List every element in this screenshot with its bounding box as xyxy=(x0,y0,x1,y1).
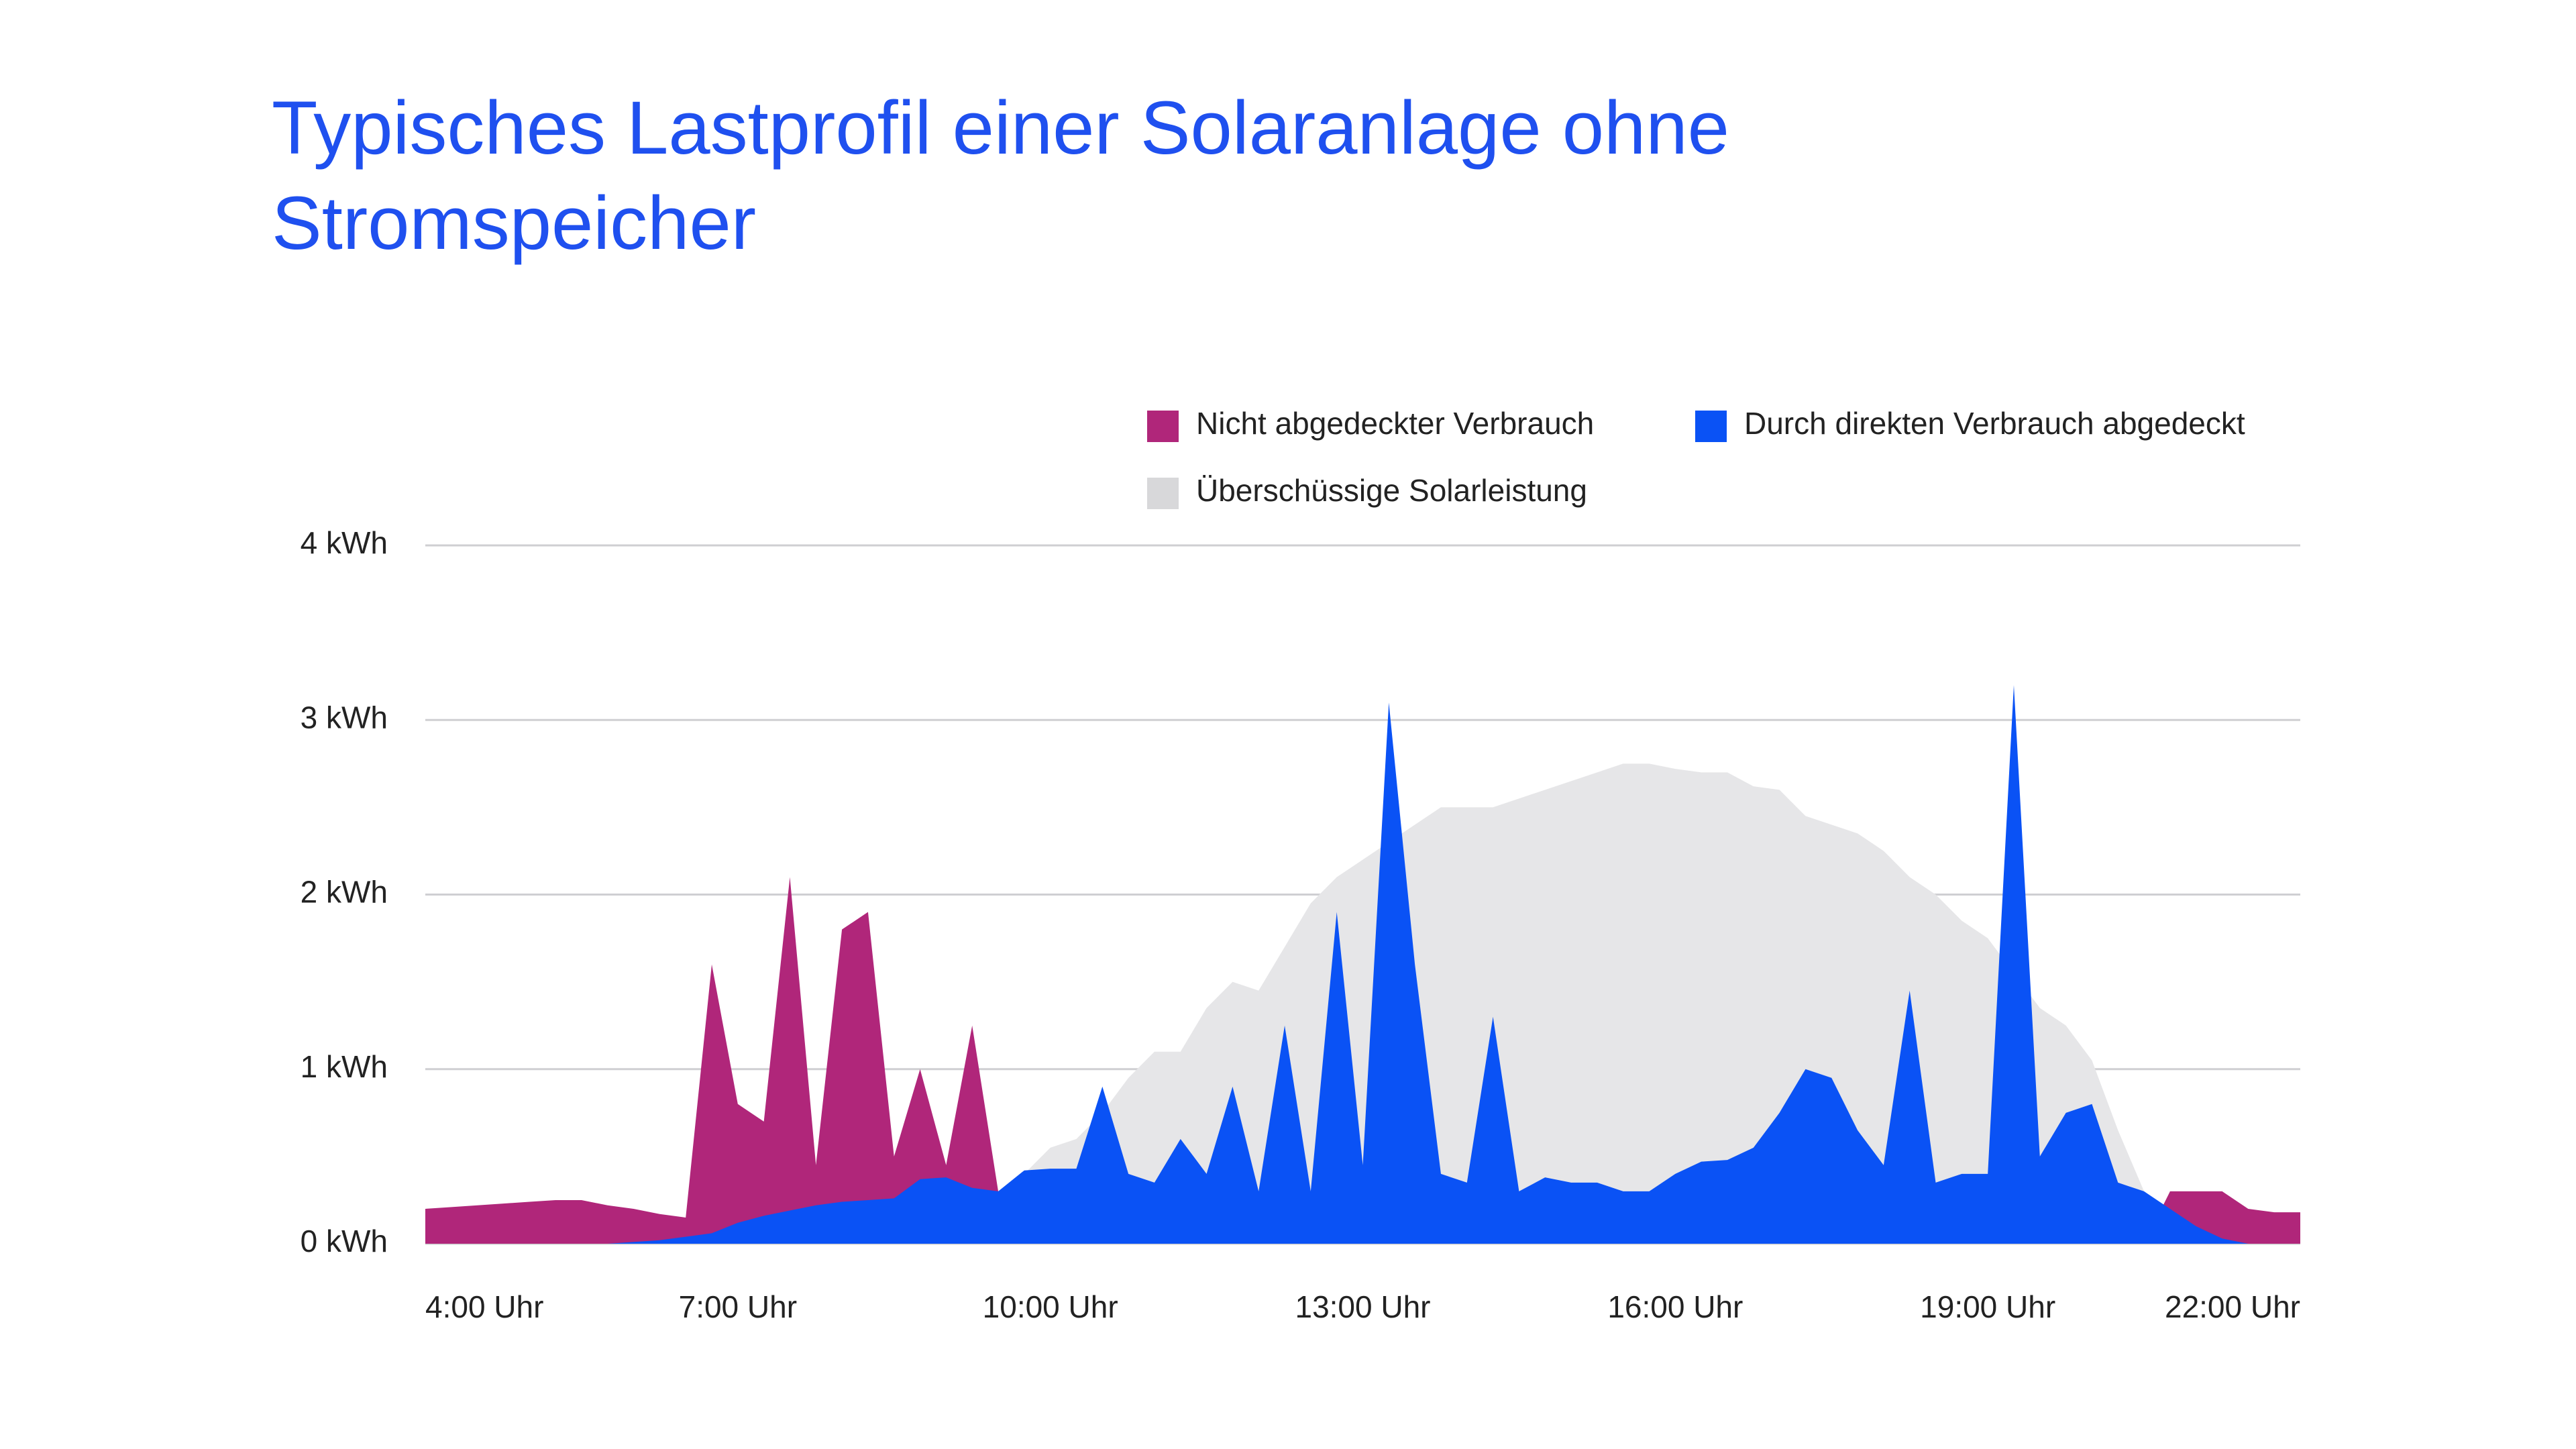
legend-label: Durch direkten Verbrauch abgedeckt xyxy=(1744,406,2245,441)
y-tick-label: 0 kWh xyxy=(301,1224,388,1258)
x-tick-label: 4:00 Uhr xyxy=(425,1289,543,1324)
legend-label: Überschüssige Solarleistung xyxy=(1196,473,1587,508)
legend-swatch xyxy=(1147,478,1179,509)
area xyxy=(425,685,2300,1244)
y-tick-label: 4 kWh xyxy=(301,525,388,560)
area xyxy=(425,877,2300,1244)
x-tick-label: 19:00 Uhr xyxy=(1920,1289,2055,1324)
legend-label: Nicht abgedeckter Verbrauch xyxy=(1196,406,1594,441)
y-tick-label: 3 kWh xyxy=(301,700,388,735)
x-tick-label: 13:00 Uhr xyxy=(1295,1289,1430,1324)
y-tick-label: 2 kWh xyxy=(301,875,388,910)
x-tick-label: 7:00 Uhr xyxy=(679,1289,797,1324)
y-tick-label: 1 kWh xyxy=(301,1049,388,1084)
x-tick-label: 10:00 Uhr xyxy=(983,1289,1118,1324)
legend-swatch xyxy=(1695,411,1727,442)
chart-title: Typisches Lastprofil einer Solaranlage o… xyxy=(272,86,1729,265)
legend-swatch xyxy=(1147,411,1179,442)
x-tick-label: 22:00 Uhr xyxy=(2165,1289,2300,1324)
x-tick-label: 16:00 Uhr xyxy=(1607,1289,1743,1324)
